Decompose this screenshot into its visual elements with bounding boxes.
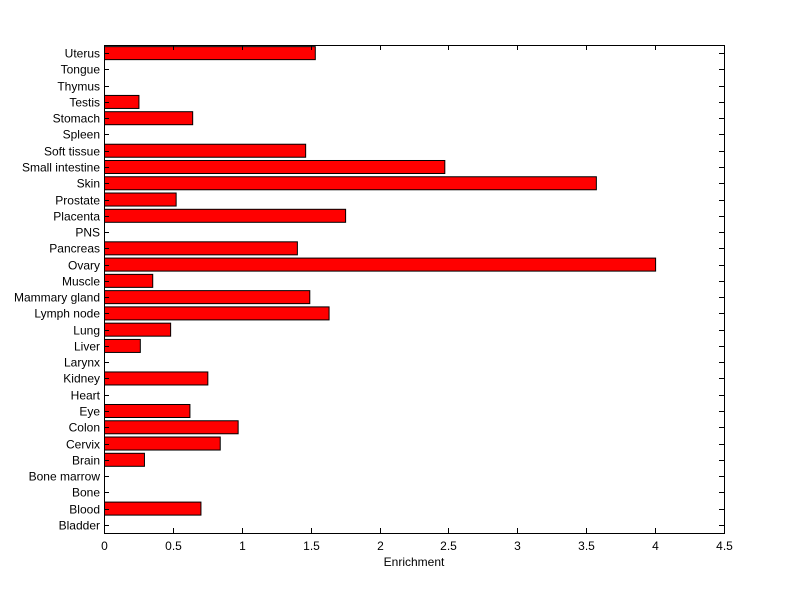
x-axis-ticks: 0 0.5 1 1.5 2 2.5 3 3.5 4 4.5 <box>101 45 733 553</box>
y-tick-label: Bladder <box>59 519 100 533</box>
y-tick-label: Brain <box>72 454 100 468</box>
y-tick-label: Tongue <box>61 63 101 77</box>
x-tick-label: 2 <box>377 539 384 553</box>
x-tick-label: 4 <box>652 539 659 553</box>
y-tick-label: Placenta <box>53 210 100 224</box>
plot-frame <box>104 45 725 534</box>
bar-soft-tissue <box>104 143 307 158</box>
y-tick-label: Heart <box>71 389 101 403</box>
y-tick-label: Cervix <box>66 438 100 452</box>
bar-brain <box>104 452 145 467</box>
y-tick-label: Mammary gland <box>14 291 100 305</box>
bar-cervix <box>104 436 221 451</box>
bar-lung <box>104 322 172 337</box>
bar-eye <box>104 403 191 419</box>
y-tick-label: Small intestine <box>22 161 100 175</box>
bar-colon <box>104 420 239 435</box>
bar-prostate <box>104 192 177 207</box>
y-tick-label: Eye <box>79 405 100 419</box>
y-tick-label: Blood <box>69 503 100 517</box>
y-tick-label: Bone marrow <box>29 470 101 484</box>
bars-group <box>104 46 657 516</box>
x-axis-label: Enrichment <box>384 555 445 569</box>
y-tick-label: Bone <box>72 486 100 500</box>
x-tick-label: 1.5 <box>303 539 320 553</box>
y-axis-ticks: Bladder Blood Bone Bone marrow Brain Cervix Co… <box>14 47 724 533</box>
y-tick-label: Skin <box>77 177 100 191</box>
y-tick-label: Kidney <box>63 372 100 386</box>
y-tick-label: Pancreas <box>49 242 100 256</box>
y-tick-label: Stomach <box>53 112 100 126</box>
bar-lymph-node <box>104 306 330 321</box>
x-tick-label: 0 <box>101 539 108 553</box>
x-tick-label: 2.5 <box>440 539 457 553</box>
y-tick-label: Lung <box>73 324 100 338</box>
y-tick-label: PNS <box>75 226 100 240</box>
bar-skin <box>104 176 597 191</box>
bar-kidney <box>104 371 209 386</box>
x-tick-label: 3.5 <box>578 539 595 553</box>
y-tick-label: Thymus <box>57 80 100 94</box>
x-tick-label: 0.5 <box>165 539 182 553</box>
y-tick-label: Ovary <box>68 259 100 273</box>
bar-muscle <box>104 273 154 288</box>
y-tick-label: Prostate <box>55 194 100 208</box>
y-tick-label: Larynx <box>64 356 100 370</box>
x-tick-label: 3 <box>514 539 521 553</box>
bar-testis <box>104 94 140 109</box>
y-tick-label: Lymph node <box>34 307 100 321</box>
y-tick-label: Uterus <box>65 47 100 61</box>
bar-blood <box>104 501 202 516</box>
x-tick-label: 1 <box>239 539 246 553</box>
y-tick-label: Muscle <box>62 275 100 289</box>
bar-uterus <box>104 46 316 61</box>
y-tick-label: Spleen <box>63 128 100 142</box>
y-tick-label: Testis <box>69 96 100 110</box>
bar-small-intestine <box>104 159 446 175</box>
y-tick-label: Soft tissue <box>44 145 100 159</box>
y-tick-label: Colon <box>69 421 100 435</box>
bar-placenta <box>104 208 347 223</box>
bar-pancreas <box>104 241 298 256</box>
bar-stomach <box>104 111 194 126</box>
bar-mammary-gland <box>104 290 311 305</box>
bar-ovary <box>104 257 657 272</box>
bar-liver <box>104 338 141 353</box>
y-tick-label: Liver <box>74 340 100 354</box>
x-tick-label: 4.5 <box>716 539 733 553</box>
